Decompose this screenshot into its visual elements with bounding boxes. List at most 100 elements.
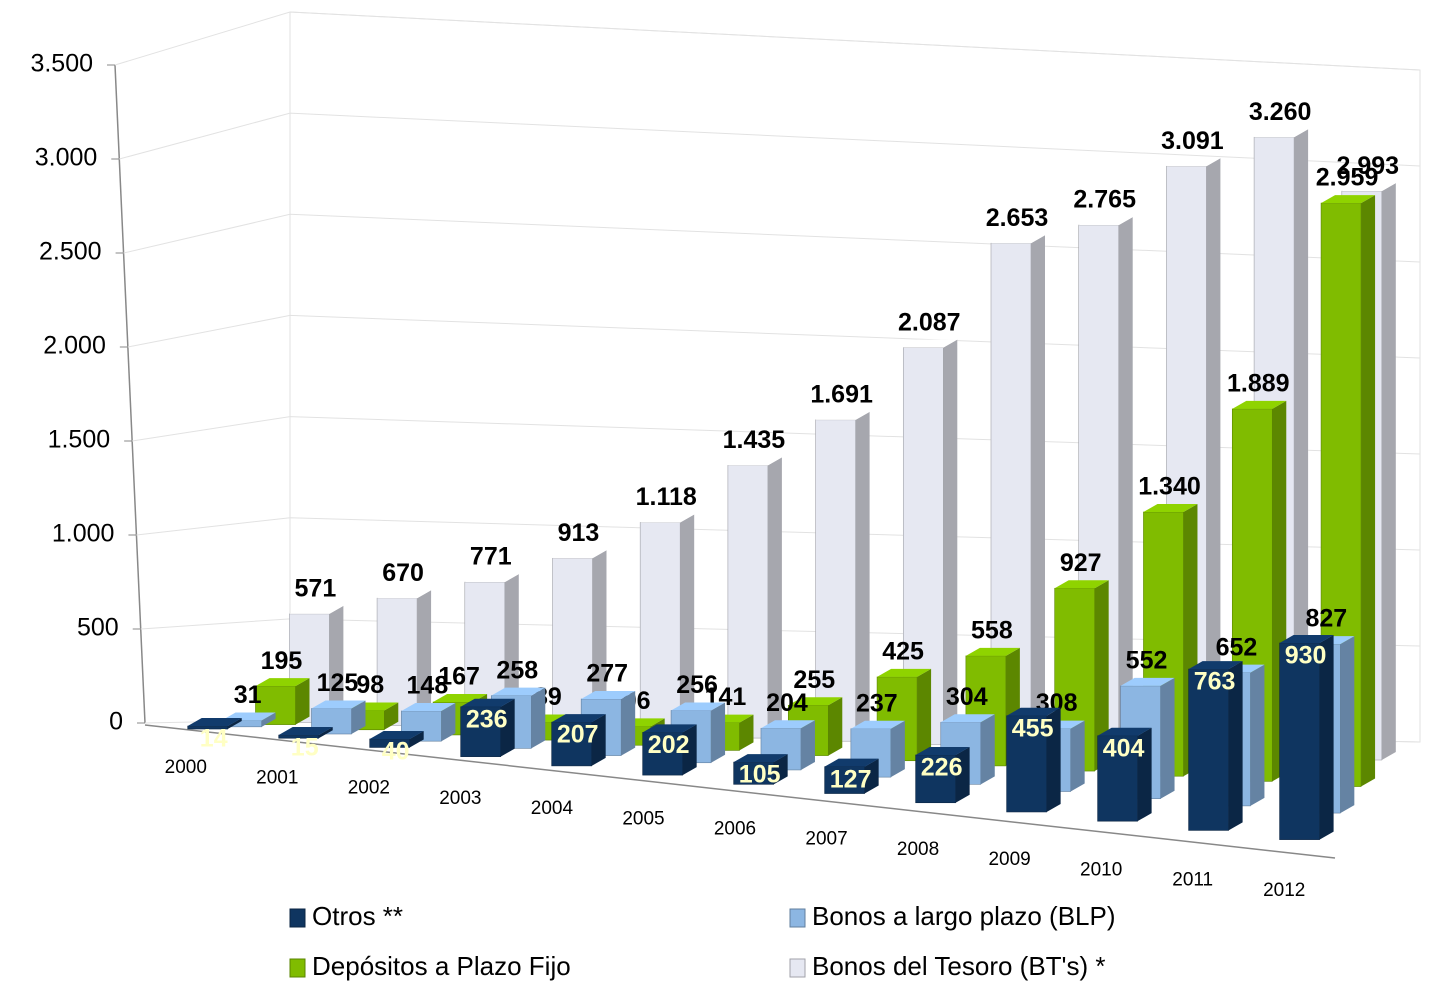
bar-side [1206, 158, 1221, 754]
bar-side [1030, 235, 1045, 748]
bar-top [965, 647, 1020, 656]
value-label: 195 [261, 647, 303, 675]
bar-side [1046, 707, 1061, 812]
value-label: 15 [291, 734, 319, 762]
value-label: 236 [466, 705, 508, 733]
legend-swatch [289, 908, 306, 928]
value-label: 425 [882, 638, 924, 666]
bar-top [491, 687, 546, 696]
bar-side [1294, 129, 1309, 757]
value-label: 98 [356, 671, 384, 699]
bar [369, 730, 424, 748]
bar-top [1232, 400, 1287, 409]
value-label: 455 [1012, 714, 1054, 742]
bar-side [1361, 195, 1376, 787]
bar-side [1250, 664, 1265, 806]
bar-side [828, 697, 843, 756]
legend-label: Otros ** [312, 901, 403, 931]
bar-side [980, 714, 995, 785]
bar [727, 457, 782, 739]
legend-swatch [289, 958, 306, 978]
bar-front [1188, 668, 1229, 831]
bar-side [318, 727, 333, 739]
bar-front [639, 522, 681, 736]
bar [460, 698, 515, 757]
bar-front [815, 419, 856, 742]
bar-side [384, 702, 399, 730]
bar-top [401, 702, 456, 711]
bar-side [227, 718, 242, 730]
bar [278, 727, 333, 739]
bar [187, 718, 242, 730]
bar-side [1319, 634, 1334, 840]
bar-side [800, 720, 815, 770]
bar-side [329, 605, 344, 723]
bar-top [850, 720, 905, 729]
bar-top [877, 668, 932, 677]
bar [915, 746, 970, 804]
legend-label: Bonos del Tesoro (BT's) * [812, 951, 1106, 981]
x-tick-label: 2001 [256, 767, 298, 788]
bar-side [711, 702, 726, 763]
value-label: 31 [234, 681, 262, 709]
bar [824, 758, 879, 794]
bar-top [733, 754, 788, 763]
y-tick-label: 2.500 [39, 238, 102, 266]
y-tick-label: 3.500 [30, 50, 93, 78]
value-label: 1.435 [723, 426, 786, 454]
bar [787, 697, 843, 756]
bar [733, 754, 788, 785]
bar-front [1097, 735, 1138, 822]
bar-top [1006, 707, 1061, 716]
y-tick-label: 1.500 [48, 426, 111, 454]
bar-top [551, 714, 606, 723]
value-label: 204 [766, 689, 808, 717]
value-label: 652 [1216, 633, 1258, 661]
bar-top [671, 702, 726, 711]
bar-top [815, 411, 870, 420]
value-label: 913 [558, 519, 600, 547]
bar-front [1279, 642, 1320, 840]
bar [815, 411, 870, 742]
bar-side [917, 668, 932, 761]
bar [670, 702, 726, 764]
value-label: 226 [921, 754, 963, 782]
bar [1188, 661, 1243, 831]
bar-top [581, 690, 636, 699]
bar-top [990, 235, 1045, 244]
value-label: 277 [586, 660, 628, 688]
value-label: 552 [1126, 647, 1168, 675]
bar-side [1160, 677, 1175, 799]
x-tick-label: 2011 [1172, 870, 1213, 891]
bar-side [592, 550, 607, 732]
value-label: 571 [295, 574, 337, 602]
bar-top [289, 605, 344, 614]
bar-top [1078, 217, 1133, 226]
bar-top [187, 718, 242, 727]
value-label: 763 [1194, 668, 1236, 696]
x-tick-label: 2010 [1080, 859, 1122, 880]
y-axis [114, 64, 146, 724]
bar-side [1094, 580, 1109, 772]
value-label: 255 [793, 666, 835, 694]
y-tick-label: 0 [109, 708, 123, 736]
bar-side [351, 700, 366, 735]
y-tick-label: 2.000 [43, 332, 106, 360]
bar-side [680, 514, 695, 735]
value-label: 670 [382, 559, 424, 587]
bar-front [915, 754, 956, 804]
bar-side [500, 698, 515, 757]
bar-side [1137, 727, 1152, 822]
bar-top [1143, 503, 1198, 512]
value-label: 2.959 [1316, 164, 1379, 192]
bar-side [1118, 217, 1133, 751]
bar-top [642, 724, 697, 733]
value-label: 40 [382, 738, 410, 766]
bar-top [727, 457, 782, 466]
bar-top [1166, 158, 1221, 167]
value-label: 202 [648, 731, 690, 759]
y-tick-label: 500 [77, 614, 119, 642]
grid-line [119, 112, 1421, 167]
value-label: 207 [557, 721, 599, 749]
